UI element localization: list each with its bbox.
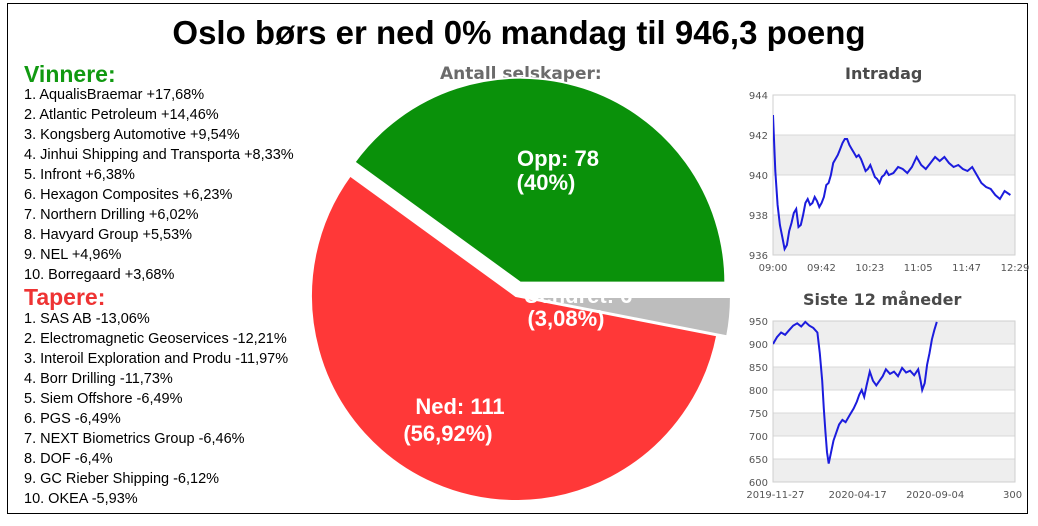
y-tick-label: 942 [749,131,768,142]
y-tick-label: 600 [749,478,768,489]
losers-list: 1. SAS AB -13,06% 2. Electromagnetic Geos… [24,309,288,509]
winners-list: 1. AqualisBraemar +17,68% 2. Atlantic Pet… [24,85,294,285]
y-tick-label: 938 [749,211,768,222]
winner-item: 7. Northern Drilling +6,02% [24,207,199,223]
pie-slice-percent: (3,08%) [527,306,604,331]
loser-item: 8. DOF -6,4% [24,451,113,467]
loser-item: 7. NEXT Biometrics Group -6,46% [24,431,245,447]
y-tick-label: 950 [749,317,768,328]
grid-band [773,135,1015,175]
y-tick-label: 944 [749,91,768,102]
plot-border [772,320,1016,483]
grid-band [773,321,1015,344]
winner-item: 10. Borregaard +3,68% [24,267,175,283]
pie-title: Antall selskaper: [440,64,602,84]
pie-slice-percent: (40%) [517,170,576,195]
pie-slice [353,76,727,284]
loser-item: 9. GC Rieber Shipping -6,12% [24,471,220,487]
winner-item: 1. AqualisBraemar +17,68% [24,87,205,103]
grid-band [773,367,1015,390]
y-tick-label: 900 [749,340,768,351]
y-tick-label: 800 [749,386,768,397]
plot-border [772,94,1016,256]
series-line [773,320,938,464]
loser-item: 2. Electromagnetic Geoservices -12,21% [24,331,287,347]
grid-band [773,413,1015,436]
series-line [773,114,1011,252]
loser-item: 10. OKEA -5,93% [24,491,138,507]
pie-slice-label: Uendret: 6 [524,283,633,308]
winner-item: 9. NEL +4,96% [24,247,122,263]
x-tick-label: 2020-04-17 [829,490,887,501]
grid-band [773,459,1015,482]
y-tick-label: 700 [749,432,768,443]
y-tick-label: 940 [749,171,768,182]
loser-item: 3. Interoil Exploration and Produ -11,97… [24,351,289,367]
losers-heading: Tapere: [24,284,106,310]
pie-slice-label: Opp: 78 [517,146,599,171]
x-tick-label: 2020-09-04 [906,490,964,501]
x-tick-label: 2019-11-27 [746,490,804,501]
x-tick-label: 11:05 [904,263,933,274]
intraday-title: Intradag [845,64,923,83]
page-title: Oslo børs er ned 0% mandag til 946,3 poe… [172,14,866,51]
y-tick-label: 650 [749,455,768,466]
x-tick-label: 12:29 [1001,263,1030,274]
winners-heading: Vinnere: [24,61,116,87]
twelve-month-title: Siste 12 måneder [803,290,962,309]
grid-band [773,215,1015,255]
y-tick-label: 936 [749,251,768,262]
winner-item: 6. Hexagon Composites +6,23% [24,187,233,203]
x-tick-label: 11:47 [952,263,981,274]
winner-item: 5. Infront +6,38% [24,167,135,183]
pie-slice-percent: (56,92%) [403,421,492,446]
loser-item: 1. SAS AB -13,06% [24,311,150,327]
y-tick-label: 850 [749,363,768,374]
pie-slice-label: Ned: 111 [415,394,504,419]
x-tick-label: 09:42 [807,263,836,274]
pie-slice [525,295,732,338]
winner-item: 3. Kongsberg Automotive +9,54% [24,127,240,143]
x-tick-label: 09:00 [759,263,788,274]
winner-item: 2. Atlantic Petroleum +14,46% [24,107,219,123]
pie-slice [310,174,719,502]
winner-item: 4. Jinhui Shipping and Transporta +8,33% [24,147,294,163]
x-tick-label: 10:23 [855,263,884,274]
winner-item: 8. Havyard Group +5,53% [24,227,193,243]
y-tick-label: 750 [749,409,768,420]
x-tick-label: 300 [1003,490,1022,501]
loser-item: 6. PGS -6,49% [24,411,121,427]
loser-item: 5. Siem Offshore -6,49% [24,391,183,407]
loser-item: 4. Borr Drilling -11,73% [24,371,173,387]
